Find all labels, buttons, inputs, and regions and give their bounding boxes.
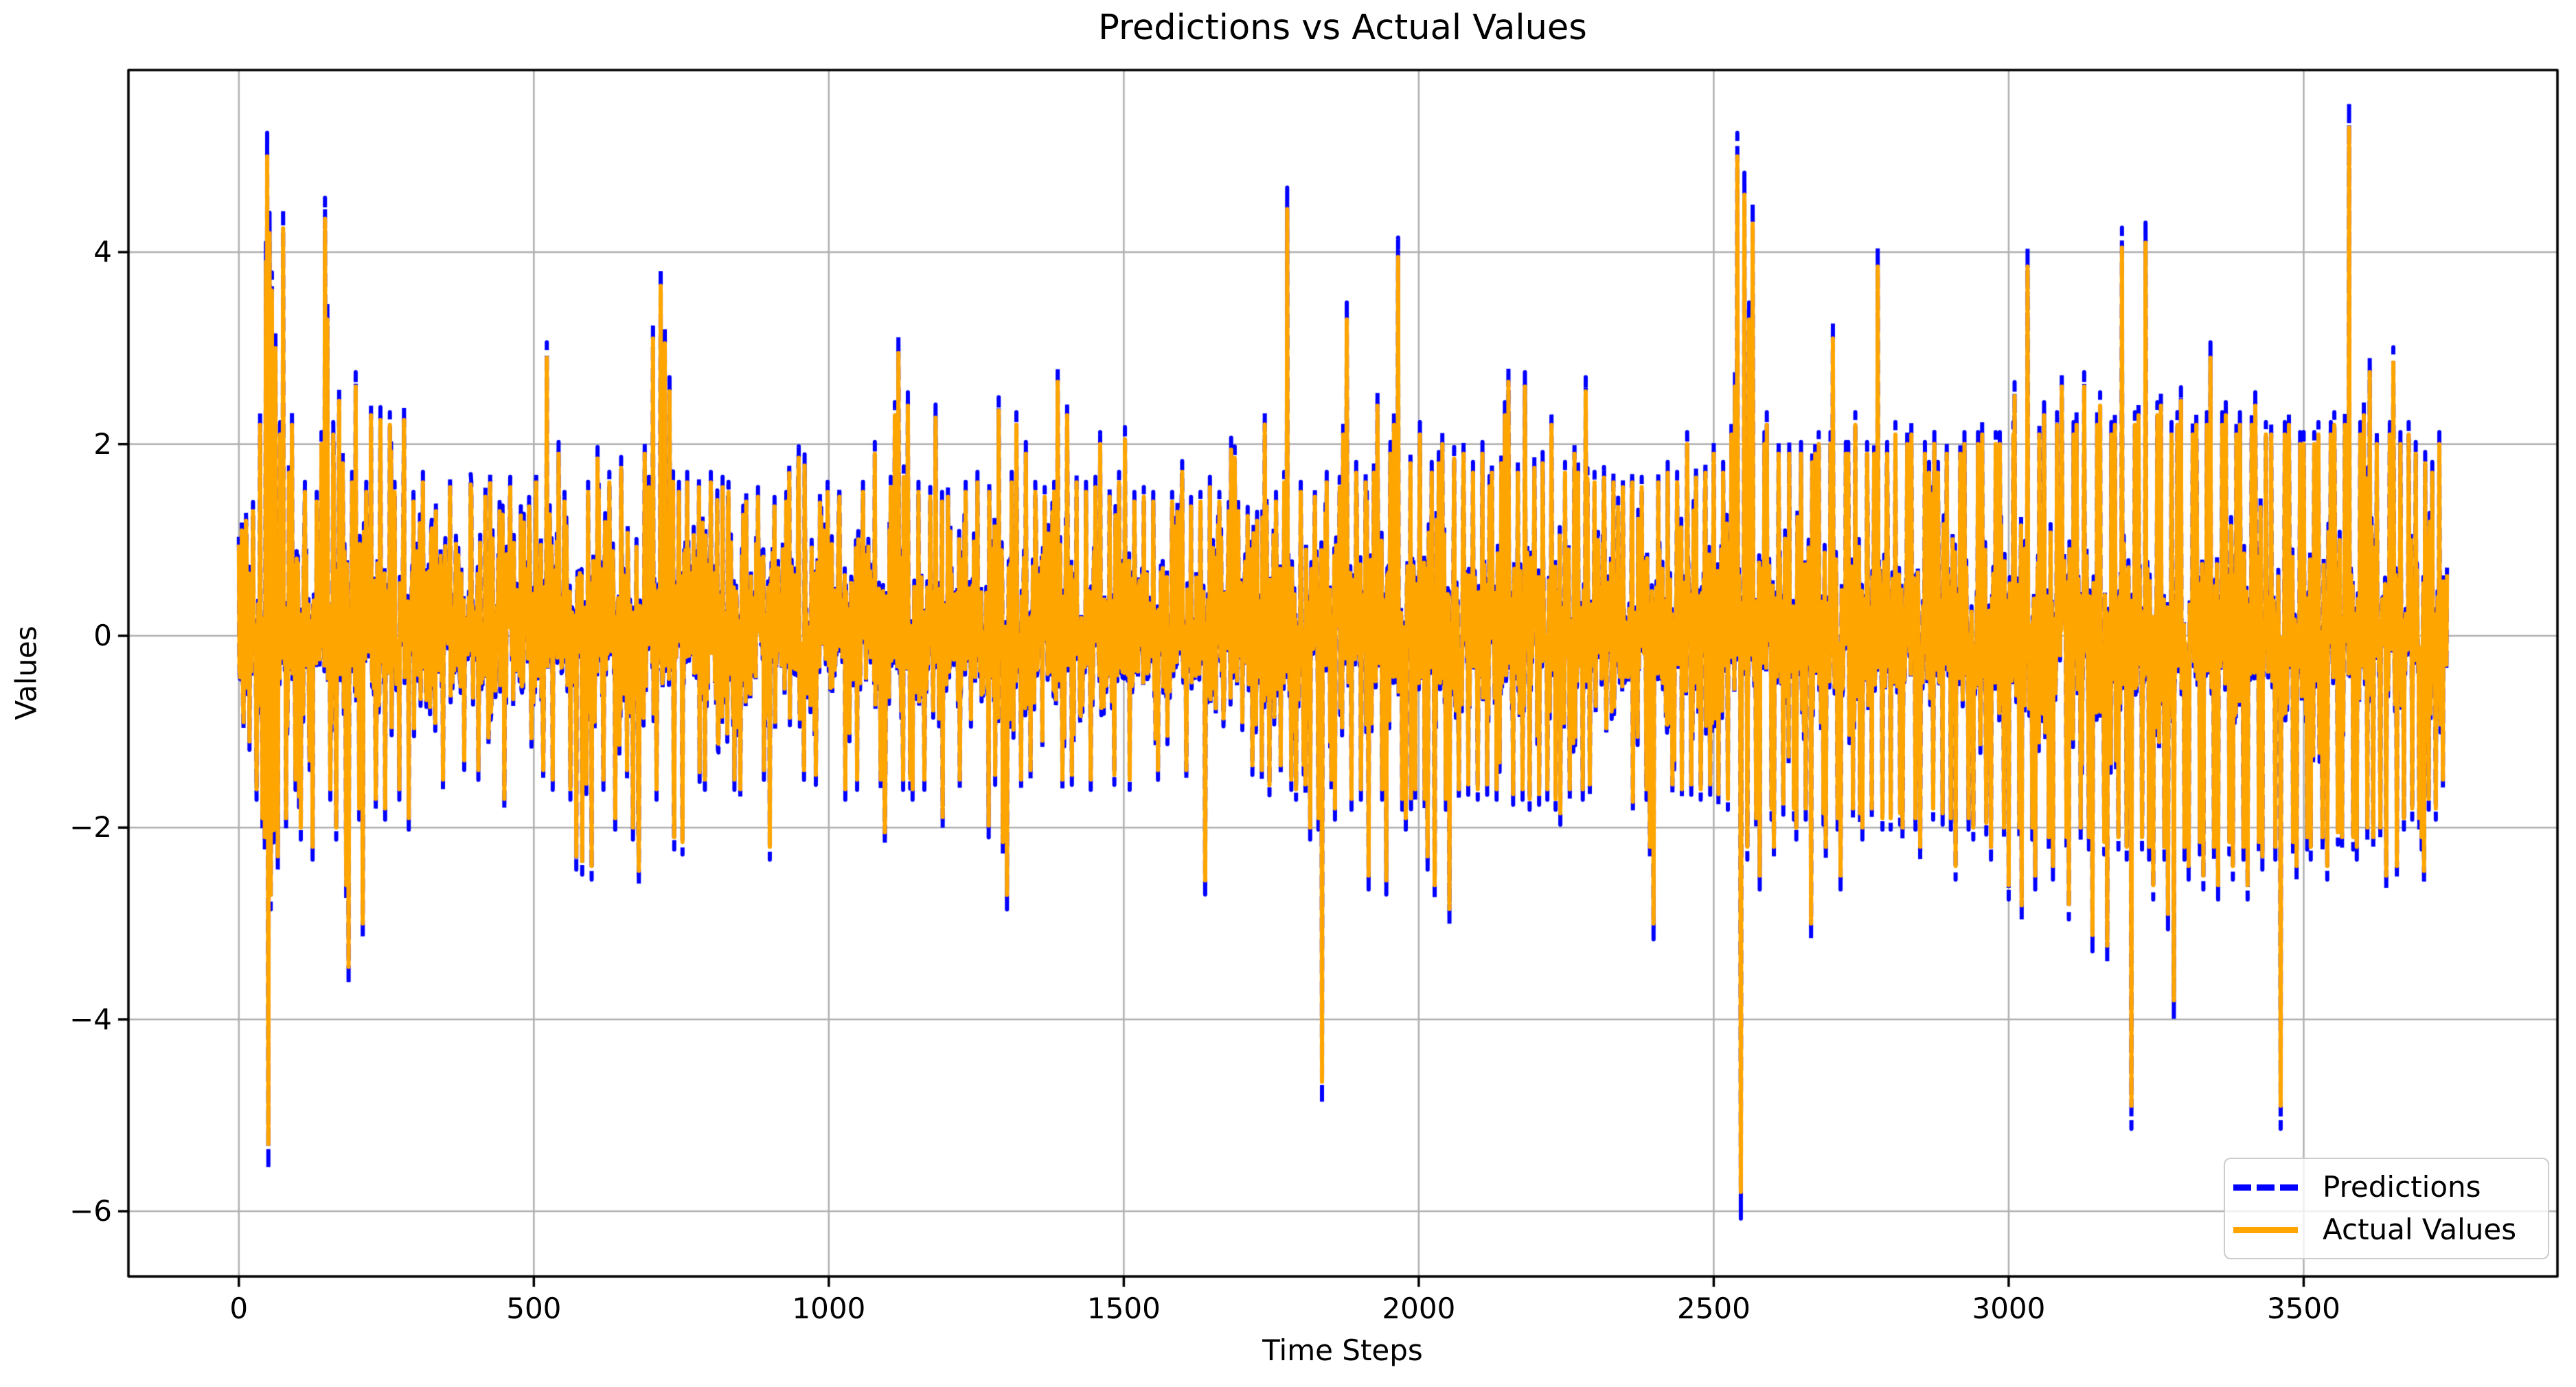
x-tick-label: 0 [229, 1292, 249, 1325]
y-tick-label: −4 [69, 1002, 112, 1036]
dash-segment [2257, 1184, 2275, 1191]
legend-entry-predictions: Predictions [2233, 1173, 2548, 1202]
predictions-dashed-line-sample [2233, 1184, 2298, 1191]
x-tick-label: 3000 [1972, 1292, 2046, 1325]
x-tick-label: 500 [506, 1292, 562, 1325]
dash-segment [2233, 1184, 2251, 1191]
y-tick-label: 0 [93, 619, 112, 653]
legend-label-actual-values: Actual Values [2323, 1213, 2517, 1246]
chart-title: Predictions vs Actual Values [1098, 8, 1587, 48]
x-tick-label: 1500 [1086, 1292, 1161, 1325]
y-tick-label: 4 [93, 235, 112, 269]
x-tick-label: 1000 [792, 1292, 866, 1325]
y-tick-label: 2 [93, 426, 112, 461]
x-axis-label: Time Steps [1262, 1333, 1423, 1367]
dash-segment [2280, 1184, 2298, 1191]
y-tick-label: −6 [69, 1194, 112, 1228]
x-tick-label: 2500 [1676, 1292, 1751, 1325]
x-tick-label: 3500 [2266, 1292, 2340, 1325]
legend-entry-actual-values: Actual Values [2233, 1215, 2548, 1244]
legend: Predictions Actual Values [2224, 1158, 2549, 1259]
y-tick-label: −2 [69, 810, 112, 845]
x-tick-label: 2000 [1382, 1292, 1456, 1325]
legend-label-predictions: Predictions [2323, 1170, 2481, 1204]
solid-segment [2233, 1226, 2298, 1233]
actual-values-solid-line-sample [2233, 1226, 2298, 1233]
